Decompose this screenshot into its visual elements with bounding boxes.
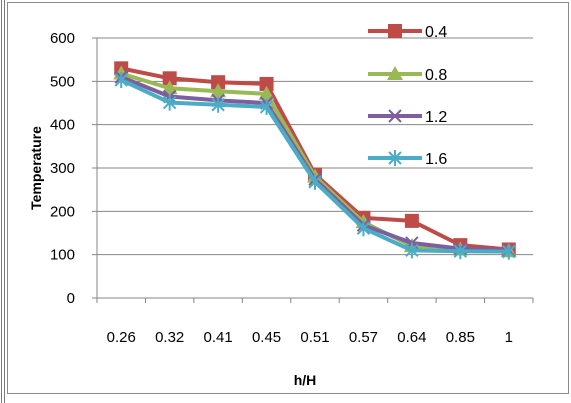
y-axis-title: Temperature: [28, 126, 44, 210]
x-tick-labels: 0.26 0.32 0.41 0.45 0.51 0.57 0.64 0.85 1: [107, 329, 513, 346]
frame-line: [4, 0, 5, 403]
data-point: [211, 96, 225, 113]
legend-label: 0.8: [425, 67, 447, 84]
data-point: [259, 76, 274, 91]
legend-item: 0.8: [368, 66, 447, 84]
y-tick-label: 600: [50, 30, 75, 47]
series-group: [113, 61, 517, 260]
legend-label: 1.2: [425, 109, 447, 126]
legend-item: 1.6: [368, 150, 447, 168]
series-line: [120, 71, 509, 254]
x-tick-label: 1: [505, 329, 513, 346]
data-point: [162, 94, 177, 111]
data-point: [308, 173, 322, 190]
y-tick-label: 500: [50, 73, 75, 90]
y-tick-labels: 0 100 200 300 400 500 600: [50, 30, 75, 307]
series-0.8: [113, 65, 517, 258]
data-point: [453, 243, 468, 260]
x-tick-label: 0.41: [204, 329, 233, 346]
x-tick-label: 0.57: [349, 329, 378, 346]
data-point: [502, 243, 516, 260]
axes: [92, 37, 534, 303]
frame-line: [1, 0, 2, 403]
data-point: [404, 213, 419, 228]
data-point: [211, 75, 226, 90]
legend-label: 1.6: [425, 151, 447, 168]
y-tick-label: 100: [50, 247, 75, 264]
data-point: [405, 242, 419, 259]
series-1.6: [114, 72, 516, 260]
x-tick-label: 0.26: [107, 329, 136, 346]
data-point: [114, 72, 128, 89]
data-point: [387, 66, 403, 80]
data-point: [161, 80, 178, 95]
chart-border: [7, 2, 569, 394]
legend-item: 1.2: [368, 109, 447, 126]
x-tick-label: 0.64: [397, 329, 426, 346]
data-point: [388, 109, 402, 123]
series-line: [120, 78, 509, 254]
legend-label: 0.4: [425, 24, 447, 41]
data-point: [210, 83, 227, 98]
y-tick-label: 0: [67, 290, 75, 307]
data-point: [388, 24, 402, 38]
data-point: [388, 150, 402, 166]
series-1.2: [114, 70, 516, 258]
data-point: [259, 98, 274, 115]
data-point: [356, 220, 371, 237]
data-point: [162, 71, 177, 86]
data-point: [258, 85, 275, 100]
x-axis-title: h/H: [294, 372, 317, 388]
x-tick-label: 0.85: [446, 329, 475, 346]
x-tick-label: 0.32: [155, 329, 184, 346]
y-tick-label: 300: [50, 160, 75, 177]
legend-item: 0.4: [368, 24, 447, 41]
x-tick-label: 0.51: [300, 329, 329, 346]
y-tick-label: 200: [50, 203, 75, 220]
gridlines: [97, 37, 533, 256]
legend: 0.4 0.8 1.2 1.6: [368, 24, 447, 168]
x-tick-label: 0.45: [252, 329, 281, 346]
y-tick-label: 400: [50, 117, 75, 134]
